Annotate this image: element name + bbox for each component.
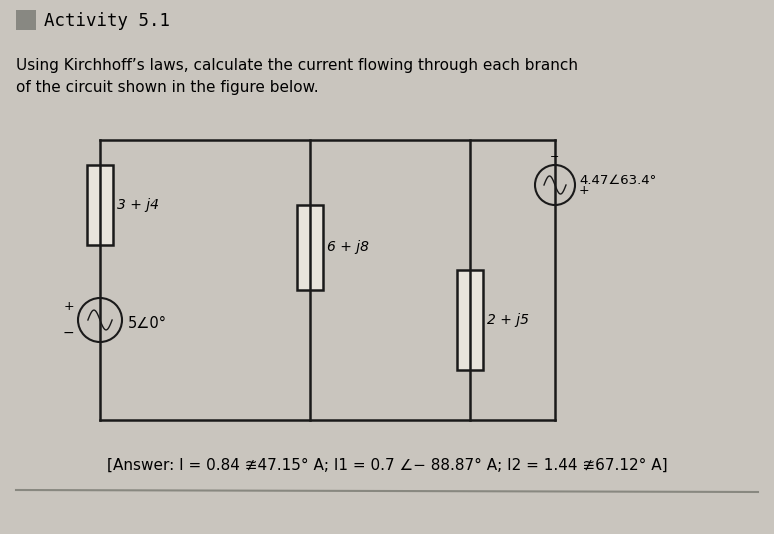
Text: Activity 5.1: Activity 5.1 bbox=[44, 12, 170, 30]
Text: 4.47∠63.4°: 4.47∠63.4° bbox=[579, 175, 656, 187]
Text: [Answer: I = 0.84 ≇47.15° A; I1 = 0.7 ∠− 88.87° A; I2 = 1.44 ≇67.12° A]: [Answer: I = 0.84 ≇47.15° A; I1 = 0.7 ∠−… bbox=[107, 458, 667, 473]
Text: Using Kirchhoff’s laws, calculate the current flowing through each branch: Using Kirchhoff’s laws, calculate the cu… bbox=[16, 58, 578, 73]
Text: +: + bbox=[579, 185, 590, 198]
FancyBboxPatch shape bbox=[87, 165, 113, 245]
FancyBboxPatch shape bbox=[297, 205, 323, 290]
Text: 6 + j8: 6 + j8 bbox=[327, 240, 369, 255]
Text: 5∠0°: 5∠0° bbox=[128, 317, 167, 332]
FancyBboxPatch shape bbox=[16, 10, 36, 30]
Text: −: − bbox=[550, 152, 560, 162]
Text: +: + bbox=[63, 300, 74, 313]
Text: −: − bbox=[63, 326, 74, 340]
Text: 2 + j5: 2 + j5 bbox=[487, 313, 529, 327]
Text: of the circuit shown in the figure below.: of the circuit shown in the figure below… bbox=[16, 80, 319, 95]
Text: 3 + j4: 3 + j4 bbox=[117, 198, 159, 212]
FancyBboxPatch shape bbox=[457, 270, 483, 370]
